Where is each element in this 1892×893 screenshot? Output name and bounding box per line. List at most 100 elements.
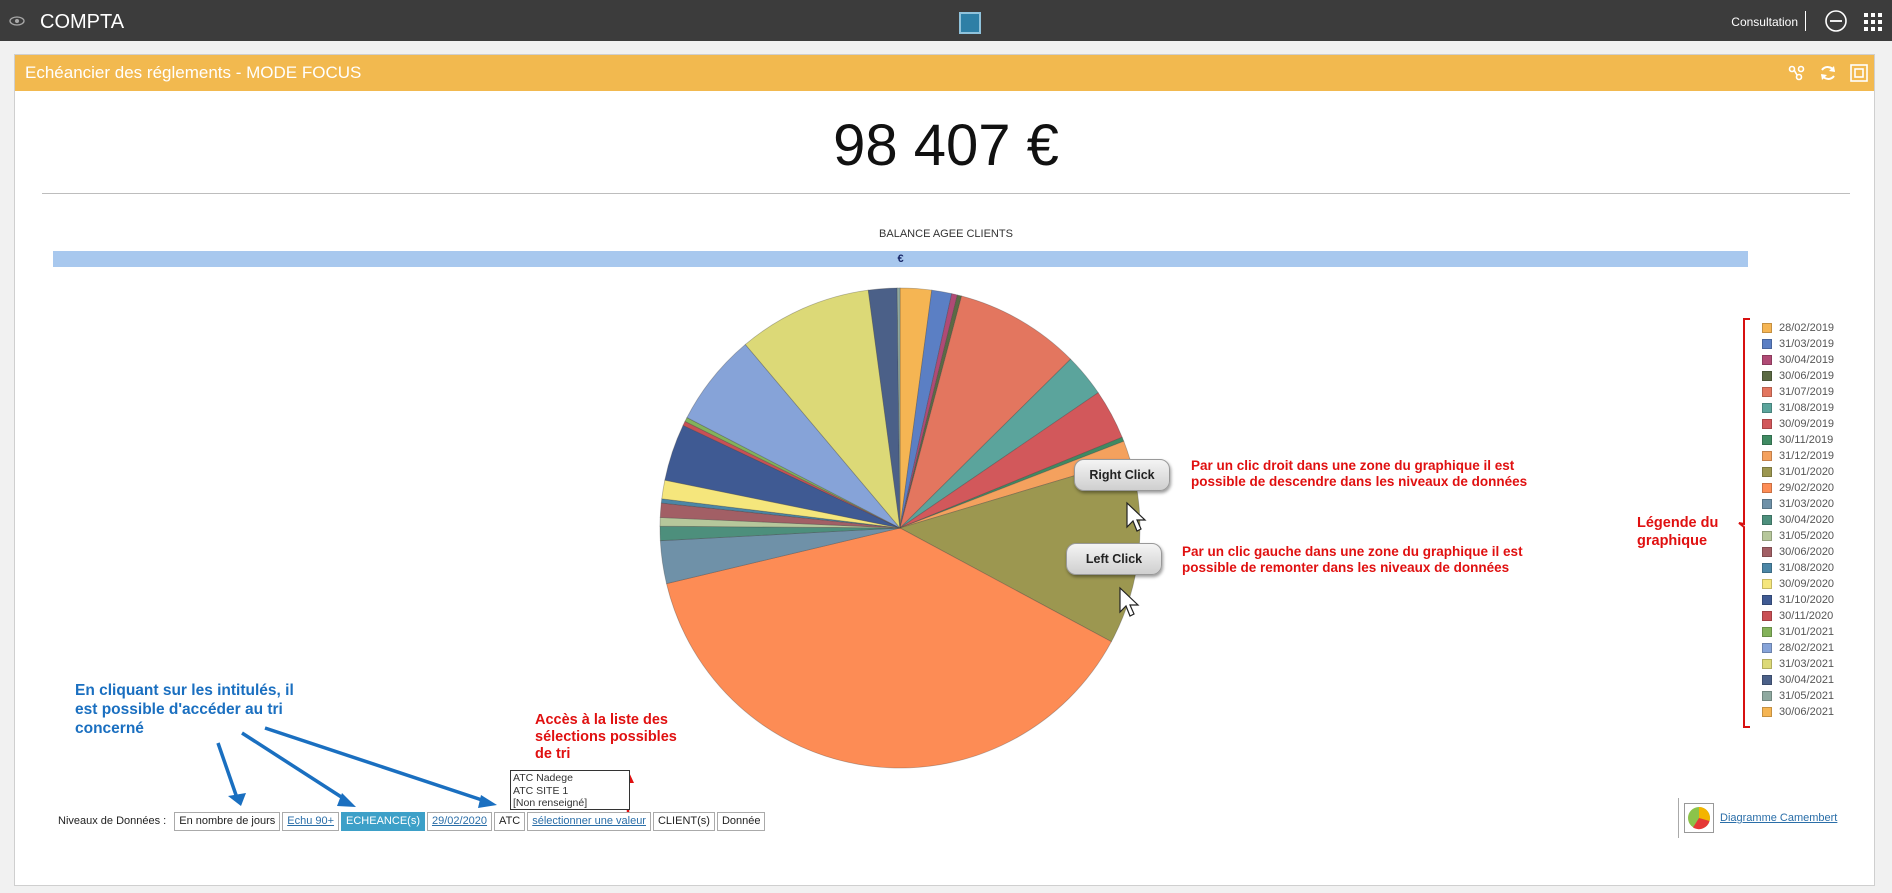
legend-swatch — [1762, 611, 1772, 621]
legend-item[interactable]: 31/03/2021 — [1762, 656, 1834, 672]
legend-item[interactable]: 31/03/2020 — [1762, 496, 1834, 512]
legend-item[interactable]: 31/01/2021 — [1762, 624, 1834, 640]
level-clients[interactable]: CLIENT(s) — [652, 811, 715, 831]
level-select-value[interactable]: sélectionner une valeur — [527, 811, 651, 831]
legend-item[interactable]: 28/02/2021 — [1762, 640, 1834, 656]
level-date[interactable]: 29/02/2020 — [426, 811, 493, 831]
legend-item[interactable]: 30/09/2019 — [1762, 416, 1834, 432]
legend-label: 30/04/2019 — [1779, 354, 1835, 366]
legend-item[interactable]: 31/05/2020 — [1762, 528, 1834, 544]
legend-label: 30/11/2019 — [1779, 434, 1834, 446]
apps-grid-icon[interactable] — [1864, 13, 1882, 31]
pie-slice-31-03-2020[interactable] — [659, 527, 901, 585]
refresh-icon[interactable] — [1818, 63, 1838, 83]
legend-swatch — [1762, 387, 1772, 397]
divider — [1678, 798, 1679, 838]
level-days[interactable]: En nombre de jours — [174, 811, 281, 831]
legend-label: 31/03/2020 — [1779, 498, 1835, 510]
minus-circle-icon[interactable] — [1824, 9, 1848, 33]
hierarchy-icon[interactable] — [1787, 63, 1807, 83]
legend-swatch — [1762, 371, 1772, 381]
pie-slice-30-06-2019[interactable] — [899, 294, 963, 529]
pie-diagram-link[interactable]: Diagramme Camembert — [1678, 798, 1837, 838]
center-square-button[interactable] — [959, 12, 981, 34]
pie-slice-30-04-2021[interactable] — [867, 287, 901, 529]
pie-slice-30-09-2020[interactable] — [661, 479, 901, 529]
legend-item[interactable]: 30/06/2019 — [1762, 368, 1834, 384]
legend-item[interactable]: 31/08/2020 — [1762, 560, 1834, 576]
pie-slice-31-10-2020[interactable] — [664, 424, 901, 529]
legend-label: 30/04/2021 — [1779, 674, 1835, 686]
pie-slice-31-08-2019[interactable] — [899, 358, 1099, 529]
pie-slice-31-01-2021[interactable] — [684, 416, 901, 529]
legend-item[interactable]: 31/03/2019 — [1762, 336, 1834, 352]
legend-swatch — [1762, 563, 1772, 573]
legend-label: 31/03/2021 — [1779, 658, 1835, 670]
pie-slice-31-05-2020[interactable] — [659, 517, 901, 529]
legend-item[interactable]: 30/11/2019 — [1762, 432, 1834, 448]
legend-item[interactable]: 30/11/2020 — [1762, 608, 1834, 624]
legend-item[interactable]: 30/06/2020 — [1762, 544, 1834, 560]
pie-slice-30-04-2020[interactable] — [659, 525, 901, 542]
blue-arrowhead — [337, 793, 356, 807]
pie-slice-30-06-2020[interactable] — [659, 502, 901, 529]
legend-swatch — [1762, 355, 1772, 365]
blue-arrowhead — [478, 795, 497, 808]
legend-item[interactable]: 30/04/2021 — [1762, 672, 1834, 688]
pie-slice-31-07-2019[interactable] — [899, 295, 1072, 530]
legend-item[interactable]: 30/06/2021 — [1762, 704, 1834, 720]
legend-item[interactable]: 30/09/2020 — [1762, 576, 1834, 592]
level-echu[interactable]: Echu 90+ — [282, 811, 340, 831]
legend-swatch — [1762, 675, 1772, 685]
pie-slice-30-11-2019[interactable] — [899, 436, 1125, 529]
legend-item[interactable]: 31/12/2019 — [1762, 448, 1834, 464]
pie-slice-31-03-2019[interactable] — [899, 289, 953, 529]
legend-item[interactable]: 30/04/2019 — [1762, 352, 1834, 368]
list-note: Accès à la liste des sélections possible… — [535, 712, 677, 762]
left-click-bubble: Left Click — [1066, 543, 1162, 575]
legend-item[interactable]: 31/07/2019 — [1762, 384, 1834, 400]
legend-label: 30/09/2020 — [1779, 578, 1835, 590]
pie-slice-28-02-2019[interactable] — [899, 287, 933, 529]
pie-diagram-label[interactable]: Diagramme Camembert — [1720, 812, 1838, 824]
dropdown-option[interactable]: ATC SITE 1 — [513, 784, 569, 797]
legend-item[interactable]: 29/02/2020 — [1762, 480, 1834, 496]
sort-value-dropdown[interactable]: ATC Nadege ATC SITE 1 [Non renseigné] — [510, 770, 630, 810]
legend-item[interactable]: 28/02/2019 — [1762, 320, 1834, 336]
total-amount: 98 407 € — [833, 113, 1059, 178]
pie-slice-29-02-2020[interactable] — [666, 527, 1112, 769]
legend-label: 30/11/2020 — [1779, 610, 1834, 622]
pie-slice-31-08-2020[interactable] — [660, 498, 901, 529]
legend-item[interactable]: 31/10/2020 — [1762, 592, 1834, 608]
legend-swatch — [1762, 499, 1772, 509]
pie-slice-30-04-2019[interactable] — [899, 293, 958, 529]
pie-slice-30-11-2020[interactable] — [682, 420, 901, 529]
legend-swatch — [1762, 659, 1772, 669]
pie-chart-icon[interactable] — [1684, 803, 1714, 833]
legend-item[interactable]: 31/01/2020 — [1762, 464, 1834, 480]
pie-slice-30-09-2019[interactable] — [899, 392, 1123, 529]
panel-title: Echéancier des réglements - MODE FOCUS — [25, 63, 362, 82]
legend-swatch — [1762, 515, 1772, 525]
pie-slice-31-05-2021[interactable] — [896, 287, 901, 529]
dropdown-option[interactable]: [Non renseigné] — [513, 797, 588, 809]
pie-slice-28-02-2021[interactable] — [686, 343, 901, 529]
legend-bracket — [1738, 318, 1750, 728]
eye-icon[interactable] — [8, 13, 26, 29]
pie-slice-31-03-2021[interactable] — [744, 289, 901, 530]
legend-swatch — [1762, 531, 1772, 541]
level-donnee[interactable]: Donnée — [716, 811, 766, 831]
legend-item[interactable]: 31/05/2021 — [1762, 688, 1834, 704]
expand-icon[interactable] — [1849, 63, 1869, 83]
right-click-bubble: Right Click — [1074, 459, 1170, 491]
legend-item[interactable]: 31/08/2019 — [1762, 400, 1834, 416]
legend-label: 30/06/2019 — [1779, 370, 1835, 382]
legend-swatch — [1762, 323, 1772, 333]
legend-swatch — [1762, 643, 1772, 653]
dropdown-option[interactable]: ATC Nadege — [513, 772, 573, 784]
legend-item[interactable]: 30/04/2020 — [1762, 512, 1834, 528]
level-atc[interactable]: ATC — [494, 811, 526, 831]
level-echeances[interactable]: ECHEANCE(s) — [341, 811, 425, 831]
legend-label: 31/01/2020 — [1779, 466, 1835, 478]
